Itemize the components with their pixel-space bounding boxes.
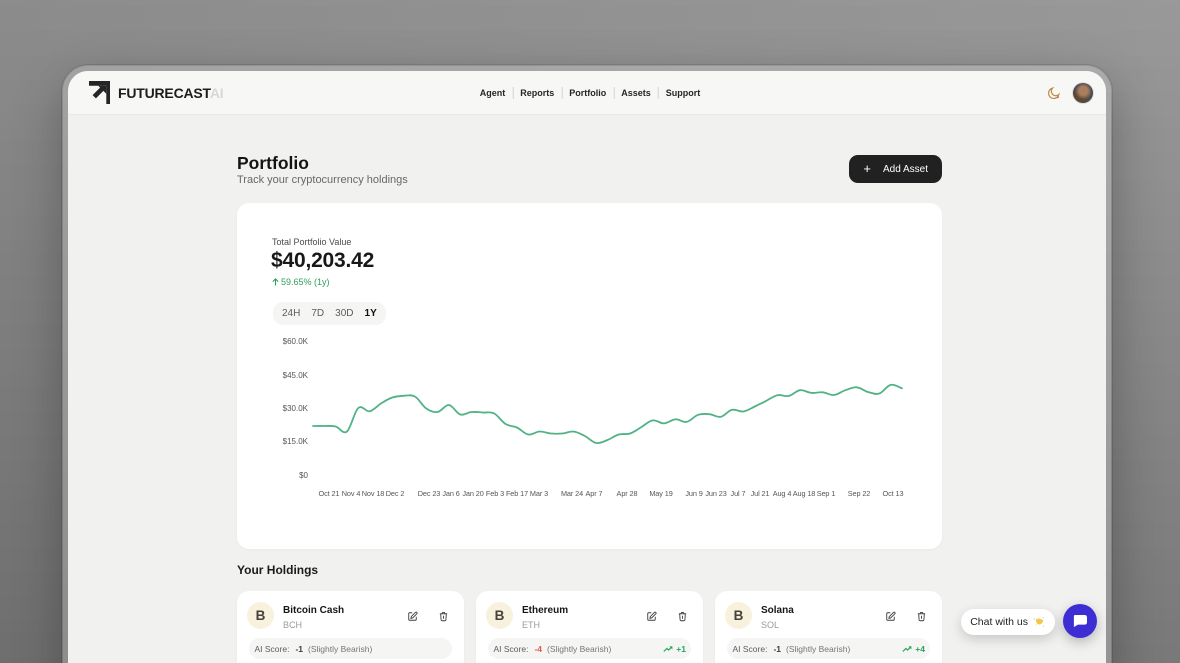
svg-text:Dec 2: Dec 2 <box>386 489 405 498</box>
svg-text:Jul 21: Jul 21 <box>751 489 770 498</box>
svg-text:$30.0K: $30.0K <box>283 404 309 413</box>
svg-text:Dec 23: Dec 23 <box>418 489 441 498</box>
svg-text:Feb 17: Feb 17 <box>506 489 528 498</box>
svg-text:Aug 4: Aug 4 <box>773 489 792 498</box>
svg-text:Feb 3: Feb 3 <box>486 489 504 498</box>
svg-text:Apr 28: Apr 28 <box>617 489 638 498</box>
svg-text:May 19: May 19 <box>649 489 672 498</box>
svg-text:Aug 18: Aug 18 <box>793 489 816 498</box>
svg-text:Mar 3: Mar 3 <box>530 489 548 498</box>
svg-text:Apr 7: Apr 7 <box>586 489 603 498</box>
svg-text:$15.0K: $15.0K <box>283 437 309 446</box>
svg-text:$60.0K: $60.0K <box>283 337 309 346</box>
svg-text:Jun 9: Jun 9 <box>685 489 702 498</box>
svg-text:Oct 21: Oct 21 <box>319 489 340 498</box>
svg-text:Mar 24: Mar 24 <box>561 489 583 498</box>
svg-text:Oct 13: Oct 13 <box>883 489 904 498</box>
svg-text:Jan 6: Jan 6 <box>442 489 459 498</box>
svg-text:Sep 1: Sep 1 <box>817 489 836 498</box>
svg-text:$45.0K: $45.0K <box>283 371 309 380</box>
svg-text:Jul 7: Jul 7 <box>731 489 746 498</box>
svg-text:Nov 18: Nov 18 <box>362 489 385 498</box>
svg-text:Jan 20: Jan 20 <box>462 489 483 498</box>
svg-text:$0: $0 <box>299 471 308 480</box>
svg-text:Nov 4: Nov 4 <box>342 489 361 498</box>
svg-text:Jun 23: Jun 23 <box>705 489 726 498</box>
svg-text:Sep 22: Sep 22 <box>848 489 871 498</box>
